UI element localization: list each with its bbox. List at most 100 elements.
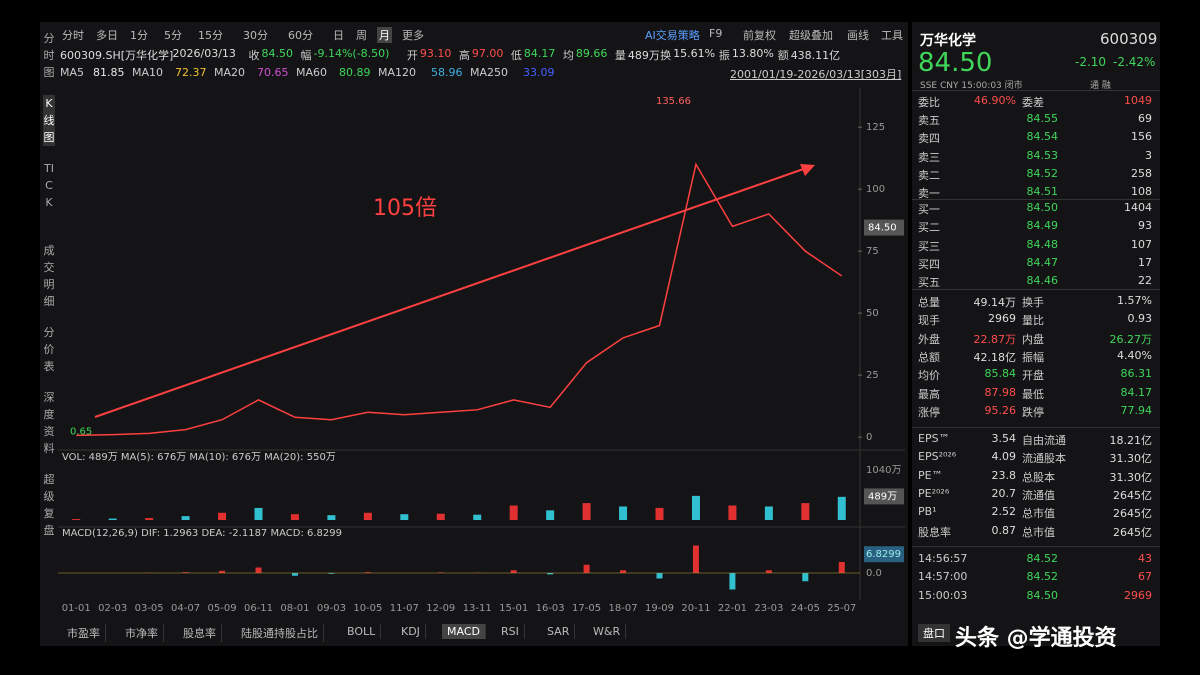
indicator-tab[interactable]: 市盈率 (62, 624, 106, 642)
indicator-tab[interactable]: BOLL (342, 624, 382, 639)
row-label: 委差 (1022, 96, 1044, 109)
book-label: 卖四 (918, 132, 940, 146)
indicator-tab[interactable]: SAR (542, 624, 576, 639)
tool-button[interactable]: 超级叠加 (789, 29, 833, 42)
row-label: 量比 (1022, 314, 1044, 328)
side-tab[interactable]: 超级复盘 (43, 473, 55, 537)
row-label: 总市值 (1022, 507, 1055, 521)
change: -2.10 (1075, 55, 1107, 69)
last-price-box (864, 219, 904, 236)
side-tab[interactable]: TICK (44, 162, 54, 209)
indicator-tab[interactable]: 市净率 (120, 624, 164, 642)
row-value: 23.8 (991, 468, 1017, 482)
book-price: 84.50 (1026, 201, 1059, 214)
macd-bar (510, 570, 517, 573)
panel-button[interactable]: 盘口 (918, 624, 950, 642)
row-label: 总股本 (1022, 470, 1055, 484)
row-label: 总市值 (1022, 525, 1055, 539)
row-label: 均价 (918, 369, 940, 383)
chart-window (40, 22, 908, 646)
volume-bar (290, 514, 299, 520)
x-tick-label: 22-01 (718, 603, 747, 614)
period-tab[interactable]: 5分 (164, 29, 182, 42)
info-label: 额 (777, 49, 789, 62)
period-tab[interactable]: 日 (333, 29, 344, 42)
row-label: 最高 (918, 387, 940, 401)
row-value: 2645亿 (1113, 488, 1152, 502)
x-tick-label: 23-03 (754, 603, 783, 614)
side-tab[interactable]: 深度资料 (43, 391, 55, 455)
side-tab[interactable]: 分时图 (43, 32, 55, 79)
tool-button[interactable]: 前复权 (743, 29, 776, 42)
info-label: 换 (660, 49, 672, 62)
separator (912, 199, 1160, 200)
book-size: 17 (1138, 255, 1152, 269)
book-size: 258 (1131, 166, 1152, 180)
volume-bar (655, 507, 664, 520)
info-label: 2026/03/13 (172, 47, 236, 60)
x-tick-label: 16-03 (536, 603, 565, 614)
info-label: 低 (510, 49, 522, 62)
row-value: 86.31 (1120, 367, 1153, 381)
volume-bar (619, 506, 628, 520)
side-tab[interactable]: K线图 (43, 95, 55, 146)
side-tab[interactable]: 分价表 (43, 326, 55, 373)
period-tab[interactable]: 分时 (62, 29, 84, 42)
macd-bar (656, 573, 663, 579)
info-label: 振 (718, 49, 730, 62)
volume-bar (473, 514, 482, 520)
period-tab[interactable]: 月 (377, 27, 392, 43)
tool-button[interactable]: 画线 (847, 29, 869, 42)
volume-box (864, 488, 904, 505)
row-value: 4.40% (1117, 348, 1152, 362)
macd-bar (765, 570, 772, 573)
volume-bar (145, 518, 154, 520)
info-value: 33.09 (523, 66, 555, 79)
stock-code: 600309 (1100, 30, 1158, 48)
indicator-tab[interactable]: MACD (442, 624, 486, 639)
row-label: 外盘 (918, 332, 940, 346)
x-tick-label: 10-05 (353, 603, 382, 614)
volume-bar (72, 519, 81, 520)
period-tab[interactable]: 周 (356, 29, 367, 42)
tool-button[interactable]: F9 (709, 27, 723, 40)
row-label: EPS²⁰²⁶ (918, 450, 957, 464)
price: 84.50 (918, 48, 993, 78)
book-price: 84.55 (1026, 112, 1059, 125)
change-pct: -2.42% (1113, 55, 1156, 69)
indicator-tab[interactable]: W&R (588, 624, 627, 639)
period-tab[interactable]: 1分 (130, 29, 148, 42)
book-price: 84.47 (1026, 255, 1059, 269)
tool-button[interactable]: AI交易策略 (645, 29, 700, 42)
trade-price: 84.50 (1026, 588, 1059, 602)
row-value: 0.87 (991, 523, 1017, 537)
period-tab[interactable]: 更多 (402, 29, 424, 42)
volume-bar (400, 514, 409, 520)
info-label: MA60 (296, 66, 328, 79)
tool-button[interactable]: 工具 (881, 29, 903, 42)
indicator-tab[interactable]: RSI (496, 624, 525, 639)
x-tick-label: 11-07 (390, 603, 419, 614)
row-value: 46.90% (974, 94, 1016, 107)
quote-panel (912, 22, 1160, 646)
row-value: 1.57% (1117, 294, 1152, 307)
period-tab[interactable]: 30分 (243, 29, 268, 42)
row-label: PE™ (918, 468, 943, 482)
row-label: 涨停 (918, 405, 940, 419)
separator (912, 289, 1160, 290)
separator (912, 90, 1160, 91)
period-tab[interactable]: 多日 (96, 29, 118, 42)
row-label: PE²⁰²⁶ (918, 486, 950, 500)
indicator-tab[interactable]: 股息率 (178, 624, 222, 642)
period-tab[interactable]: 15分 (198, 29, 223, 42)
x-tick-label: 24-05 (791, 603, 820, 614)
side-tab[interactable]: 成交明细 (43, 244, 55, 308)
indicator-tab[interactable]: 陆股通持股占比 (236, 624, 324, 642)
row-label: 总额 (918, 350, 940, 364)
indicator-tab[interactable]: KDJ (396, 624, 426, 639)
row-label: 流通值 (1022, 488, 1055, 502)
info-label: 开 (406, 49, 418, 62)
period-tab[interactable]: 60分 (288, 29, 313, 42)
info-value: 89.66 (575, 47, 608, 60)
book-price: 84.46 (1026, 274, 1059, 288)
